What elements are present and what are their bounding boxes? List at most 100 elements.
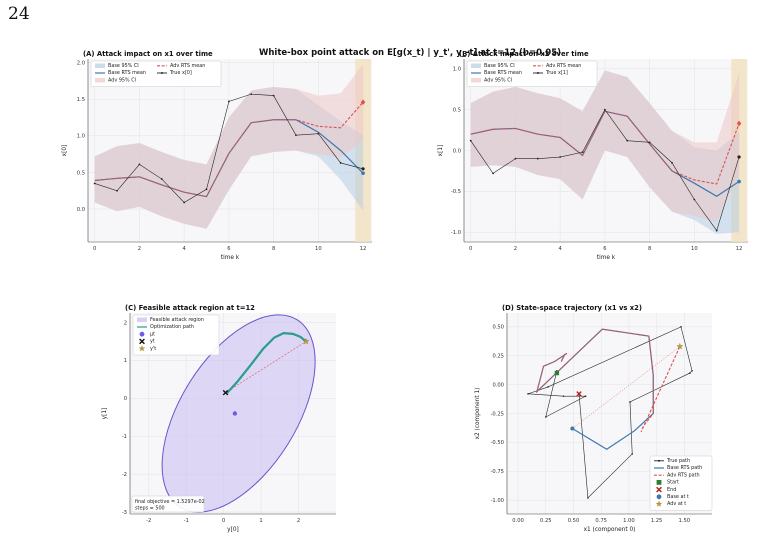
end-marker-stroke [576,391,582,397]
y-axis-label: y[1] [102,408,108,420]
page-number: 24 [8,4,30,24]
y-tick-label: -1.0 [451,230,461,236]
true-path-point [689,372,691,374]
x-tick-label: 8 [648,246,651,252]
true-state-point [250,93,253,96]
legend-swatch [137,317,147,322]
panel-title: (B) Attack impact on x2 over time [459,50,589,58]
start-marker [554,370,560,376]
x-tick-label: 12 [736,246,743,252]
legend-swatch [656,494,662,500]
true-state-endpoint [737,155,741,159]
true-path-point [527,393,529,395]
true-path-point [587,497,589,499]
legend-label: Adv 95% CI [108,77,136,83]
y-tick-label: 1.0 [77,134,85,140]
base-mean-endpoint [737,179,741,184]
true-state-point [183,201,186,204]
x-tick-label: 0 [469,246,472,252]
true-state-point [339,162,342,164]
x-tick-label: 1.25 [651,518,663,524]
legend-box [132,314,220,356]
y-tick-label: 2 [124,320,127,326]
true-path-point [680,326,682,328]
true-path-point [562,395,565,397]
x-tick-label: 6 [227,246,230,252]
x-tick-label: 1.00 [623,518,635,524]
x-tick-label: 0 [222,518,225,524]
y-t-marker [222,389,229,396]
x-tick-label: 10 [315,246,322,252]
adv-ci-band [94,64,364,229]
true-state-point [469,139,472,142]
legend-swatch [655,500,663,507]
legend-swatch [95,63,105,68]
adv-mean-endpoint [360,99,366,106]
x-tick-label: 1.50 [679,518,691,524]
x-axis-label: y[0] [227,527,239,533]
panel-title: (D) State-space trajectory (x1 vs x2) [502,304,642,312]
true-state-point [317,132,320,135]
legend-label: Adv RTS mean [546,63,581,69]
annotation-objective: final objective = 1.5297e-02 [135,499,205,505]
legend-label: Start [667,480,679,486]
legend-swatch [471,77,481,83]
true-state-point [138,163,141,166]
legend-swatch [138,345,146,352]
x-tick-label: 12 [360,246,367,252]
legend-label: True path [666,458,690,464]
legend-box [649,455,713,511]
y-t-prime-marker [302,337,310,345]
x-tick-label: 8 [272,246,275,252]
x-tick-label: 4 [183,246,187,252]
legend-label: μt [150,331,155,337]
true-state-point [205,188,208,191]
true-path-point [629,401,631,403]
panel-b: 0 2 4 6 8 10 12 -1.0 -0.5 0.0 0.5 1.0 (B) Attack imp… [438,50,748,261]
adv-rts-mean-line [470,110,740,185]
y-tick-label: -1.00 [491,498,504,504]
base-mean-endpoint [361,171,365,175]
y-tick-label: 1.0 [453,67,461,73]
y-tick-label: 1.5 [77,97,85,103]
y-tick-label: 0.50 [492,325,504,331]
base-at-t-marker [570,426,575,431]
base-adv-link [572,346,681,429]
true-path-point [547,386,549,388]
y-tick-label: 0.25 [492,354,504,360]
legend-swatch [656,480,662,485]
base-rts-mean-line [470,110,740,197]
y-tick-label: -0.75 [491,469,504,475]
true-state-point [514,157,517,160]
true-state-point [581,151,584,154]
y-tick-label: -3 [122,510,127,516]
y-tick-label: -1 [122,434,127,440]
y-tick-label: -2 [122,472,127,478]
true-state-point [93,182,96,185]
x-axis-label: time k [597,255,616,261]
legend-swatch-stroke [656,486,662,493]
true-state-point [295,134,297,137]
y-tick-label: 0.0 [77,207,85,213]
adv-ci-band [470,70,740,223]
x-axis-label: x1 (component 0) [584,527,636,533]
legend-label: Base RTS mean [484,70,522,76]
legend-box [466,60,598,87]
y-t-marker-stroke [222,389,229,396]
true-path-point [544,416,547,418]
legend-box [90,60,222,87]
legend-swatch [139,331,145,337]
legend-label: True x[1] [545,70,568,76]
panel-a: 0 2 4 6 8 10 12 0.0 0.5 1.0 1.5 2.0 (A) Attack impac… [62,50,372,261]
legend-swatch [658,459,660,462]
true-state-point [671,161,673,164]
y-axis-label: x[1] [438,145,444,157]
panel-c: -2 -1 0 1 2 -3 -2 -1 0 1 2 (C) Feasible attack regi… [102,304,336,533]
y-axis-label: x[0] [62,145,68,157]
adv-rts-path-line [535,328,681,433]
adv-at-t-marker [676,342,684,350]
adv-rts-mean-line [94,101,364,198]
y-tick-label: 0 [124,396,127,402]
legend-label: Base at t [667,494,689,500]
